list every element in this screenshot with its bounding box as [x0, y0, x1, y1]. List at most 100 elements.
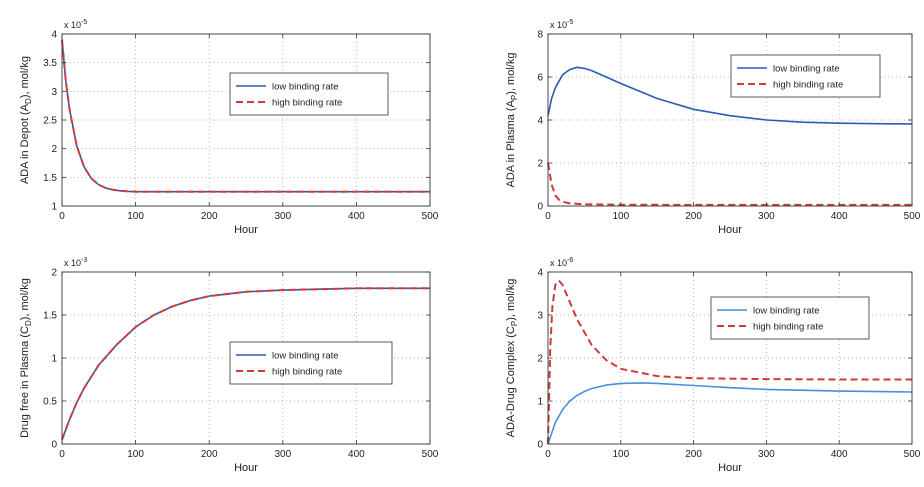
legend-entry-label: low binding rate: [753, 306, 820, 317]
legend: low binding rate high binding rate: [229, 341, 393, 385]
series-line-high-binding-rate: [547, 279, 912, 445]
y-axis-label-main: ADA in Depot (A: [19, 103, 31, 184]
x-tick-label: 500: [422, 449, 439, 460]
legend-box: [229, 341, 393, 385]
legend-entry-label: low binding rate: [272, 82, 339, 93]
x-axis-label: Hour: [718, 462, 742, 474]
x-tick-label: 500: [904, 211, 921, 222]
y-tick-label: 0: [51, 440, 57, 451]
x-axis-label: Hour: [234, 224, 258, 236]
series-line-high-binding-rate: [61, 39, 430, 193]
y-axis-label-units: ), mol/kg: [505, 279, 517, 321]
y-tick-label: 0: [537, 202, 543, 213]
y-exponent-label: x 10-3: [64, 257, 87, 268]
y-tick-label: 2: [51, 268, 57, 279]
x-tick-label: 100: [612, 211, 629, 222]
y-tick-label: 4: [537, 268, 543, 279]
x-tick-label: 400: [831, 211, 848, 222]
x-tick-label: 400: [831, 449, 848, 460]
chart-panel-1: 0 100 200 300 400 500 1 1.5 2 2.5 3 3.5 4 x 10-5 Hour A…: [19, 19, 439, 236]
x-tick-label: 0: [545, 211, 551, 222]
chart-panel-2: 0 100 200 300 400 500 0 2 4 6 8 x 10-5 Hour ADA in Pl…: [505, 19, 921, 236]
y-tick-label: 2.5: [43, 116, 57, 127]
x-tick-label: 100: [612, 449, 629, 460]
y-tick-label: 3: [537, 311, 543, 322]
y-tick-label: 1: [51, 354, 57, 365]
x-tick-label: 500: [904, 449, 921, 460]
series-line-low-binding-rate: [547, 66, 913, 125]
x-tick-label: 400: [348, 449, 365, 460]
x-tick-label: 100: [127, 449, 144, 460]
y-exponent-base: x 10: [550, 258, 567, 268]
x-tick-label: 0: [59, 449, 65, 460]
y-exponent-power: -5: [567, 19, 573, 26]
x-tick-label: 300: [274, 449, 291, 460]
legend-entry-label: high binding rate: [753, 322, 823, 333]
series-line-low-binding-rate: [547, 382, 913, 445]
y-axis-label-units: ), mol/kg: [505, 53, 517, 95]
y-tick-label: 2: [537, 354, 543, 365]
x-tick-label: 500: [422, 211, 439, 222]
x-tick-label: 0: [59, 211, 65, 222]
y-exponent-label: x 10-5: [64, 19, 87, 30]
y-tick-label: 3: [51, 87, 57, 98]
y-axis-label: ADA-Drug Complex (CP), mol/kg: [505, 279, 519, 438]
y-tick-label: 1.5: [43, 311, 57, 322]
y-axis-label-units: ), mol/kg: [19, 56, 31, 98]
y-tick-label: 0.5: [43, 397, 57, 408]
x-tick-label: 300: [274, 211, 291, 222]
legend: low binding rate high binding rate: [730, 54, 881, 98]
y-axis-label: ADA in Depot (AD), mol/kg: [19, 56, 33, 184]
y-exponent-base: x 10: [550, 20, 567, 30]
legend-entry-label: low binding rate: [773, 64, 840, 75]
y-axis-label: Drug free in Plasma (CD), mol/kg: [19, 278, 33, 438]
y-axis-label-main: Drug free in Plasma (C: [19, 326, 31, 438]
chart-panel-3: 0 100 200 300 400 500 0 0.5 1 1.5 2 x 10-3 Hour Drug …: [19, 257, 439, 474]
legend: low binding rate high binding rate: [710, 296, 870, 340]
y-axis-label-main: ADA in Plasma (A: [505, 99, 517, 187]
x-axis-label: Hour: [234, 462, 258, 474]
y-tick-label: 2: [537, 159, 543, 170]
series-line-high-binding-rate: [61, 287, 430, 441]
y-tick-label: 1.5: [43, 173, 57, 184]
y-tick-label: 1: [51, 202, 57, 213]
y-tick-label: 4: [51, 30, 57, 41]
x-tick-label: 400: [348, 211, 365, 222]
y-exponent-power: -6: [567, 257, 573, 264]
x-tick-label: 0: [545, 449, 551, 460]
y-tick-label: 1: [537, 397, 543, 408]
y-exponent-base: x 10: [64, 258, 81, 268]
y-axis-label-subscript: D: [24, 320, 33, 326]
y-tick-label: 4: [537, 116, 543, 127]
y-tick-label: 8: [537, 30, 543, 41]
x-tick-label: 100: [127, 211, 144, 222]
y-axis-label: ADA in Plasma (AP), mol/kg: [505, 53, 519, 188]
x-tick-label: 200: [685, 211, 702, 222]
x-tick-label: 200: [685, 449, 702, 460]
legend-entry-label: high binding rate: [272, 98, 342, 109]
y-axis-label-subscript: P: [510, 95, 519, 100]
y-axis-label-main: ADA-Drug Complex (C: [505, 326, 517, 437]
legend-box: [710, 296, 870, 340]
x-tick-label: 300: [758, 449, 775, 460]
y-tick-label: 2: [51, 144, 57, 155]
x-tick-label: 300: [758, 211, 775, 222]
y-tick-label: 3.5: [43, 58, 57, 69]
y-exponent-label: x 10-5: [550, 19, 573, 30]
y-tick-label: 0: [537, 440, 543, 451]
y-tick-label: 6: [537, 73, 543, 84]
legend: low binding rate high binding rate: [229, 72, 389, 116]
legend-entry-label: low binding rate: [272, 351, 339, 362]
y-exponent-power: -3: [81, 257, 87, 264]
legend-entry-label: high binding rate: [272, 367, 342, 378]
y-axis-label-subscript: D: [24, 98, 33, 104]
y-exponent-power: -5: [81, 19, 87, 26]
x-axis-label: Hour: [718, 224, 742, 236]
legend-entry-label: high binding rate: [773, 80, 843, 91]
x-tick-label: 200: [201, 211, 218, 222]
y-axis-label-units: ), mol/kg: [19, 278, 31, 320]
legend-box: [730, 54, 881, 98]
y-exponent-label: x 10-6: [550, 257, 573, 268]
y-exponent-base: x 10: [64, 20, 81, 30]
